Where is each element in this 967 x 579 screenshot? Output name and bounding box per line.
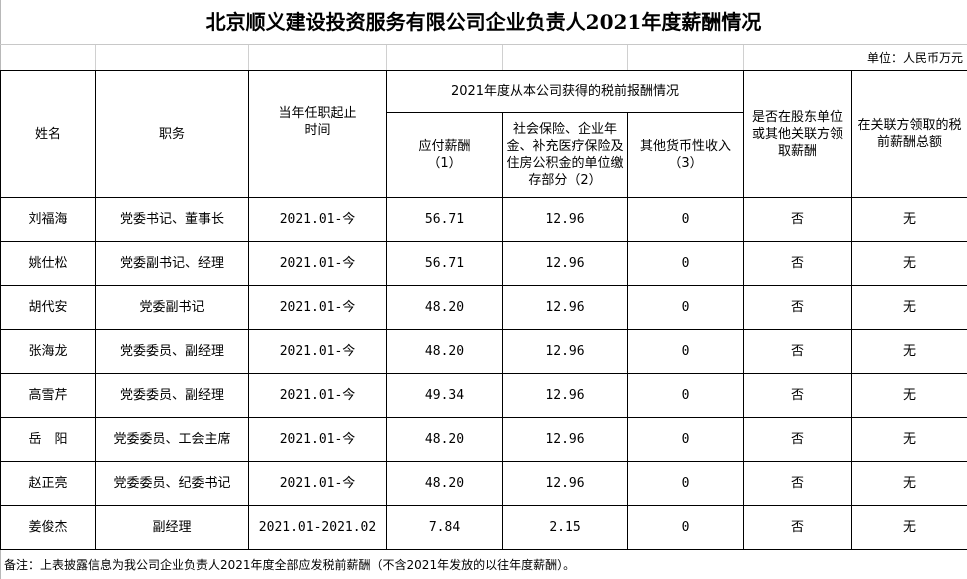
table-row: 高雪芹 党委委员、副经理 2021.01-今 49.34 12.96 0 否无 (0, 373, 967, 418)
cell-salary: 48.20 (386, 417, 503, 462)
cell-related-total: 无 (851, 329, 967, 374)
header-term: 当年任职起止时间 (248, 70, 387, 198)
header-related: 是否在股东单位或其他关联方领取薪酬 (743, 70, 853, 198)
header-salary-text: 应付薪酬（1） (418, 139, 471, 171)
cell-related: 否 (743, 505, 853, 550)
header-group: 2021年度从本公司获得的税前报酬情况 (385, 70, 745, 113)
cell-insurance: 12.96 (502, 461, 628, 506)
footnote: 备注：上表披露信息为我公司企业负责人2021年度全部应发税前薪酬（不含2021年… (4, 558, 576, 572)
cell-salary: 56.71 (386, 197, 503, 242)
cell-name: 姜俊杰 (0, 505, 96, 550)
cell-insurance: 12.96 (502, 373, 628, 418)
cell-related-total: 无 (851, 373, 967, 418)
table-row: 赵正亮 党委委员、纪委书记 2021.01-今 48.20 12.96 0 否无 (0, 461, 967, 506)
cell-related-total: 无 (851, 417, 967, 462)
header-insurance: 社会保险、企业年金、补充医疗保险及住房公积金的单位缴存部分（2） (502, 112, 628, 198)
cell-name: 高雪芹 (0, 373, 96, 418)
cell-insurance: 2.15 (502, 505, 628, 550)
header-other-text: 其他货币性收入（3） (640, 139, 732, 171)
cell-related: 否 (743, 461, 853, 506)
cell-related: 否 (743, 241, 853, 286)
cell-salary: 56.71 (386, 241, 503, 286)
cell-position: 党委委员、副经理 (95, 329, 249, 374)
cell-other: 0 (626, 461, 745, 506)
cell-position: 副经理 (95, 505, 249, 550)
cell-related-total: 无 (851, 285, 967, 330)
cell-name: 张海龙 (0, 329, 96, 374)
cell-name: 刘福海 (0, 197, 96, 242)
cell-other: 0 (626, 197, 745, 242)
cell-related: 否 (743, 285, 853, 330)
cell-position: 党委委员、副经理 (95, 373, 249, 418)
header-term-text: 当年任职起止时间 (278, 106, 357, 138)
unit-label: 单位：人民币万元 (866, 51, 963, 65)
gridline (627, 45, 628, 70)
header-name: 姓名 (0, 70, 96, 198)
header-salary: 应付薪酬（1） (386, 112, 503, 198)
cell-related: 否 (743, 417, 853, 462)
table-row: 岳 阳党委委员、工会主席 2021.01-今 48.20 12.96 0 否无 (0, 417, 967, 462)
cell-insurance: 12.96 (502, 241, 628, 286)
cell-related-total: 无 (851, 241, 967, 286)
gridline (248, 45, 249, 70)
cell-term: 2021.01-今 (248, 285, 387, 330)
salary-table: 姓名 职务 当年任职起止时间 2021年度从本公司获得的税前报酬情况 是否在股东… (0, 70, 967, 550)
cell-salary: 48.20 (386, 285, 503, 330)
cell-name: 岳 阳 (0, 417, 96, 462)
cell-other: 0 (626, 505, 745, 550)
cell-insurance: 12.96 (502, 417, 628, 462)
cell-other: 0 (626, 285, 745, 330)
gridline (386, 45, 387, 70)
cell-term: 2021.01-今 (248, 461, 387, 506)
gridline (743, 45, 744, 70)
header-position: 职务 (95, 70, 249, 198)
cell-insurance: 12.96 (502, 197, 628, 242)
header-other: 其他货币性收入（3） (626, 112, 745, 198)
cell-term: 2021.01-今 (248, 197, 387, 242)
header-related-total-text: 在关联方领取的税前薪酬总额 (857, 118, 962, 150)
cell-insurance: 12.96 (502, 285, 628, 330)
cell-term: 2021.01-今 (248, 329, 387, 374)
cell-other: 0 (626, 373, 745, 418)
cell-position: 党委副书记、经理 (95, 241, 249, 286)
header-related-total: 在关联方领取的税前薪酬总额 (851, 70, 967, 198)
cell-name: 赵正亮 (0, 461, 96, 506)
cell-term: 2021.01-今 (248, 417, 387, 462)
table-row: 姜俊杰 副经理 2021.01-2021.02 7.84 2.15 0 否无 (0, 505, 967, 550)
cell-name: 胡代安 (0, 285, 96, 330)
cell-term: 2021.01-2021.02 (248, 505, 387, 550)
unit-row: 单位：人民币万元 (0, 45, 967, 70)
cell-name: 姚仕松 (0, 241, 96, 286)
table-row: 刘福海 党委书记、董事长 2021.01-今 56.71 12.96 0 否无 (0, 197, 967, 242)
gridline (95, 45, 96, 70)
cell-related: 否 (743, 329, 853, 374)
cell-salary: 49.34 (386, 373, 503, 418)
gridline (502, 45, 503, 70)
cell-related-total: 无 (851, 197, 967, 242)
cell-position: 党委委员、纪委书记 (95, 461, 249, 506)
table-row: 姚仕松 党委副书记、经理 2021.01-今 56.71 12.96 0 否无 (0, 241, 967, 286)
cell-related: 否 (743, 373, 853, 418)
cell-term: 2021.01-今 (248, 241, 387, 286)
cell-position: 党委委员、工会主席 (95, 417, 249, 462)
table-row: 胡代安 党委副书记 2021.01-今 48.20 12.96 0 否无 (0, 285, 967, 330)
header-insurance-text: 社会保险、企业年金、补充医疗保险及住房公积金的单位缴存部分（2） (506, 122, 624, 188)
page-title: 北京顺义建设投资服务有限公司企业负责人2021年度薪酬情况 (0, 0, 967, 45)
header-related-text: 是否在股东单位或其他关联方领取薪酬 (752, 109, 844, 159)
cell-position: 党委副书记 (95, 285, 249, 330)
cell-salary: 48.20 (386, 461, 503, 506)
cell-salary: 7.84 (386, 505, 503, 550)
table-row: 张海龙 党委委员、副经理 2021.01-今 48.20 12.96 0 否无 (0, 329, 967, 374)
cell-related-total: 无 (851, 461, 967, 506)
cell-salary: 48.20 (386, 329, 503, 374)
cell-position: 党委书记、董事长 (95, 197, 249, 242)
cell-insurance: 12.96 (502, 329, 628, 374)
cell-other: 0 (626, 329, 745, 374)
cell-term: 2021.01-今 (248, 373, 387, 418)
cell-other: 0 (626, 417, 745, 462)
cell-other: 0 (626, 241, 745, 286)
cell-related: 否 (743, 197, 853, 242)
cell-related-total: 无 (851, 505, 967, 550)
